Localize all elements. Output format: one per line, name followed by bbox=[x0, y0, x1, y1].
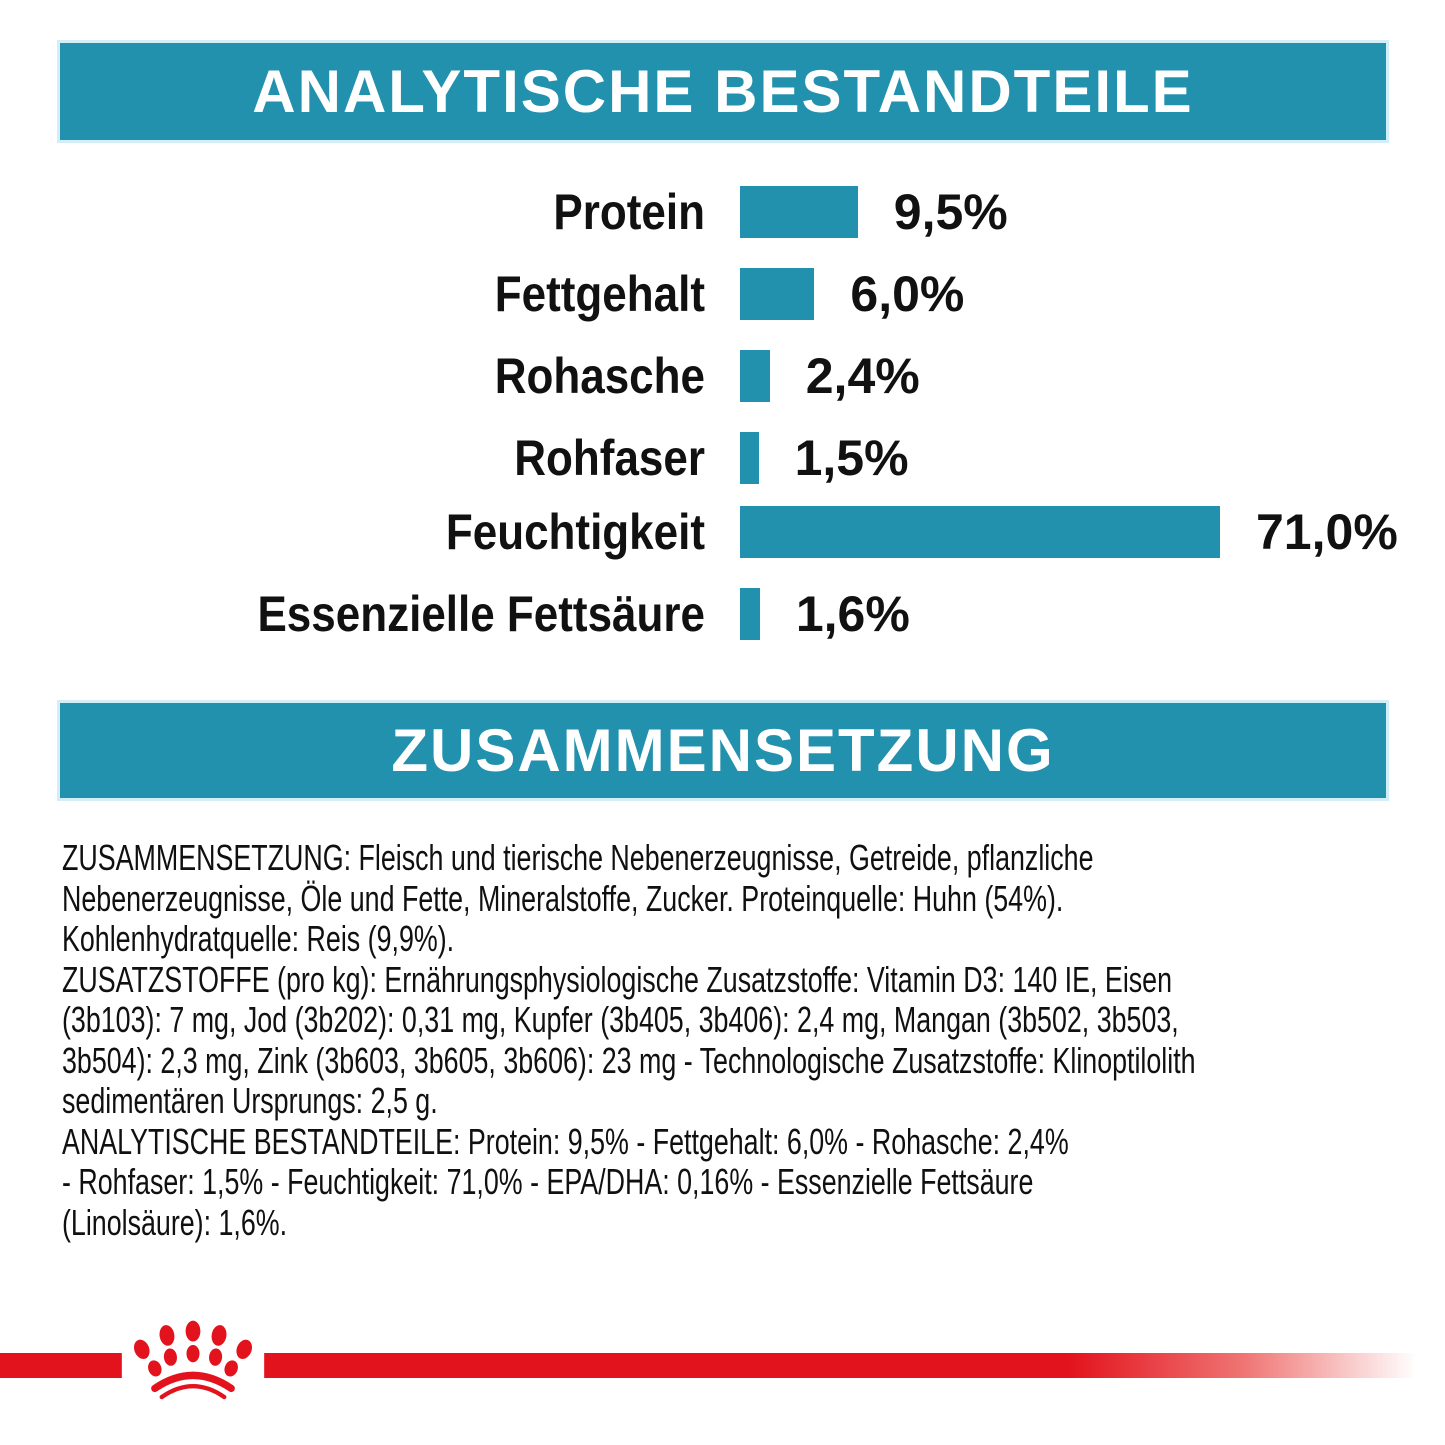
logo-arc-upper bbox=[151, 1371, 235, 1393]
chart-category-label: Protein bbox=[553, 184, 705, 240]
composition-text-block: ZUSAMMENSETZUNG: Fleisch und tierische N… bbox=[62, 837, 1445, 1243]
chart-row: Rohasche 2,4% bbox=[0, 350, 1445, 402]
chart-value-label: 9,5% bbox=[893, 184, 1008, 240]
logo-paw-pads bbox=[133, 1320, 253, 1377]
chart-row: Essenzielle Fettsäure 1,6% bbox=[0, 588, 1445, 640]
chart-row: Protein 9,5% bbox=[0, 186, 1445, 238]
composition-banner-title: ZUSAMMENSETZUNG bbox=[391, 717, 1055, 784]
analytical-constituents-paragraph: ANALYTISCHE BESTANDTEILE: Protein: 9,5% … bbox=[62, 1120, 1069, 1243]
chart-row: Rohfaser 1,5% bbox=[0, 432, 1445, 484]
chart-bar bbox=[740, 588, 760, 640]
section-banner-analytical: ANALYTISCHE BESTANDTEILE bbox=[57, 40, 1389, 143]
chart-bar bbox=[740, 268, 815, 320]
chart-value-label: 71,0% bbox=[1256, 504, 1398, 560]
chart-value-label: 6,0% bbox=[850, 266, 965, 322]
section-banner-composition: ZUSAMMENSETZUNG bbox=[57, 700, 1389, 801]
chart-category-label: Feuchtigkeit bbox=[445, 504, 705, 560]
chart-category-label: Rohasche bbox=[494, 348, 705, 404]
chart-bar bbox=[740, 350, 770, 402]
chart-row: Fettgehalt 6,0% bbox=[0, 268, 1445, 320]
chart-category-label: Fettgehalt bbox=[494, 266, 705, 322]
analytical-chart: Protein 9,5% Fettgehalt 6,0% Rohasche 2,4% Roh… bbox=[0, 0, 1445, 700]
chart-bar bbox=[740, 506, 1220, 558]
chart-bar bbox=[740, 432, 759, 484]
chart-value-label: 2,4% bbox=[805, 348, 920, 404]
additives-paragraph: ZUSATZSTOFFE (pro kg): Ernährungsphysiol… bbox=[62, 958, 1196, 1121]
analytical-banner-title: ANALYTISCHE BESTANDTEILE bbox=[252, 58, 1194, 125]
chart-row: Feuchtigkeit 71,0% bbox=[0, 506, 1445, 558]
logo-arc-lower bbox=[159, 1384, 227, 1400]
chart-category-label: Rohfaser bbox=[514, 430, 705, 486]
composition-paragraph: ZUSAMMENSETZUNG: Fleisch und tierische N… bbox=[62, 837, 1094, 959]
chart-value-label: 1,6% bbox=[795, 586, 910, 642]
chart-bar bbox=[740, 186, 858, 238]
royal-canin-crown-paw-icon bbox=[121, 1316, 265, 1404]
chart-value-label: 1,5% bbox=[794, 430, 909, 486]
chart-category-label: Essenzielle Fettsäure bbox=[257, 586, 705, 642]
